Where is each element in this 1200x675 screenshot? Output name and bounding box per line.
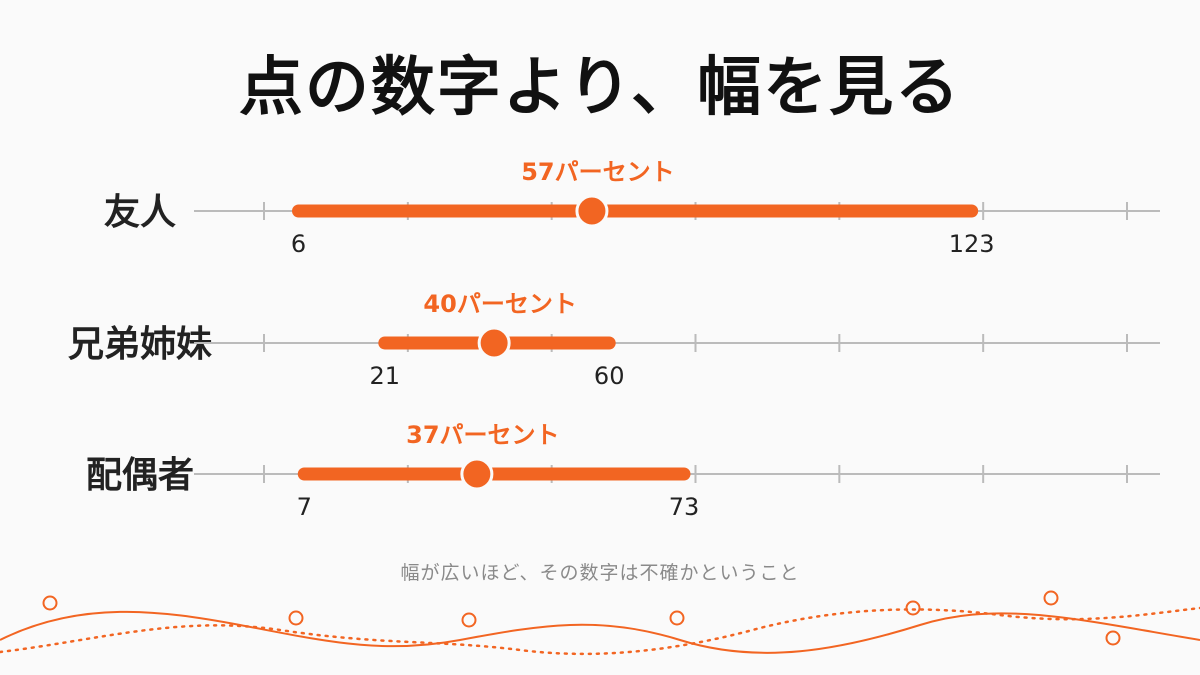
decor-circle: [905, 600, 921, 616]
decor-circle: [42, 595, 58, 611]
decor-circle: [669, 610, 685, 626]
range-tick-label: 123: [949, 230, 995, 258]
interval-chart: 友人 57パーセント 6 123 兄弟姉妹 40パーセント 21 60 配偶者 37パーセント 7 7…: [68, 158, 1160, 521]
wave-dotted-line: [0, 606, 1200, 656]
point-label: 57パーセント: [521, 158, 674, 186]
range-tick-label: 6: [291, 230, 306, 258]
footnote: 幅が広いほど、その数字は不確かということ: [400, 562, 800, 584]
point-label: 40パーセント: [423, 290, 576, 318]
row-label: 兄弟姉妹: [68, 324, 212, 365]
decor-circle: [461, 612, 477, 628]
row-label: 配偶者: [86, 455, 194, 496]
point-label: 37パーセント: [406, 421, 559, 449]
decor-circle: [1105, 630, 1121, 646]
point-marker: [460, 457, 494, 491]
range-tick-label: 21: [370, 362, 401, 390]
range-tick-label: 7: [297, 493, 312, 521]
decor-circle: [288, 610, 304, 626]
point-marker: [575, 194, 609, 228]
decor-circle: [1043, 590, 1059, 606]
point-marker: [477, 326, 511, 360]
wave-solid-line: [0, 610, 1200, 654]
range-tick-label: 73: [669, 493, 700, 521]
page-title: 点の数字より、幅を見る: [238, 51, 962, 125]
row-label: 友人: [104, 192, 176, 233]
range-tick-label: 60: [594, 362, 625, 390]
